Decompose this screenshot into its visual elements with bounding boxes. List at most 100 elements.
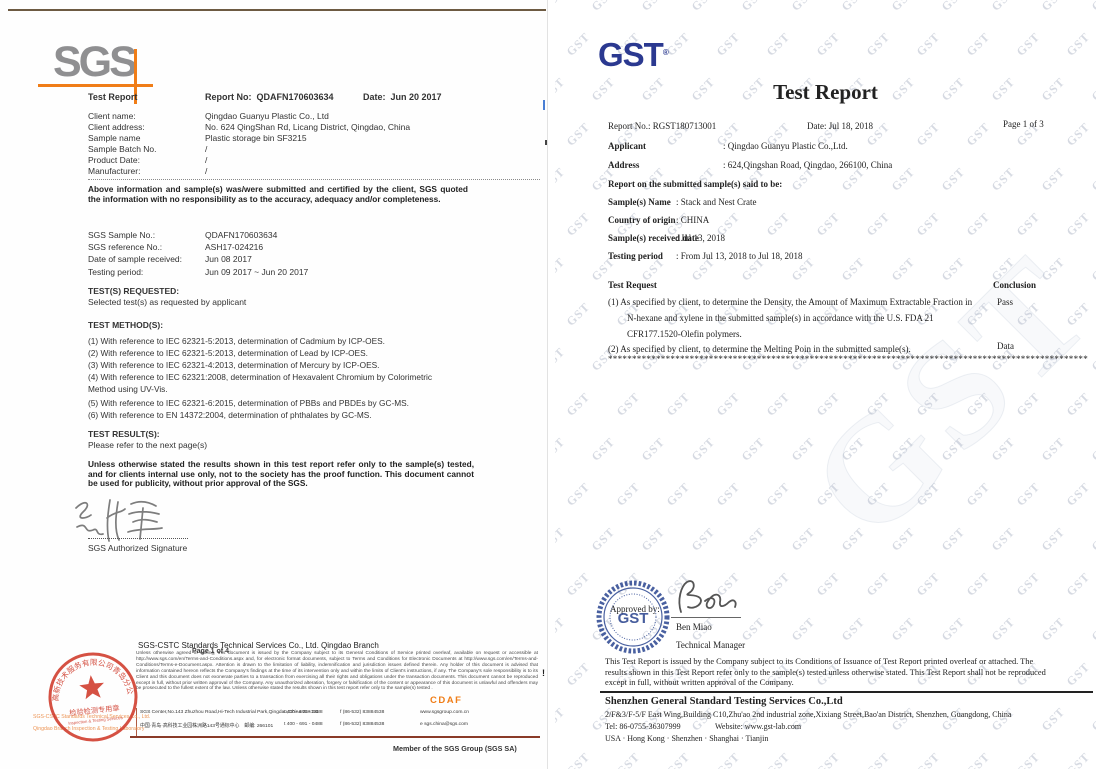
gst-logo: GST® xyxy=(598,38,669,71)
sample-row-label: Testing period xyxy=(608,251,663,261)
approved-by-label: Approved by: xyxy=(610,604,660,614)
request-line: N-hexane and xylene in the submitted sam… xyxy=(627,313,934,323)
sample-row-label: SGS Sample No.: xyxy=(88,230,156,240)
footer-phone: t 400 - 691 - 0488 xyxy=(284,710,323,715)
page-divider xyxy=(547,0,548,769)
gst-report-page: GST GST GST GST GST GST GST GST GST GST GST GST GST G… xyxy=(555,0,1096,769)
tests-requested-body: Selected test(s) as requested by applica… xyxy=(88,297,247,307)
sample-row-value: : Stack and Nest Crate xyxy=(676,197,757,207)
client-row-value: Plastic storage bin SF3215 xyxy=(205,133,307,143)
gst-large-watermark: GST xyxy=(778,222,1096,570)
signature-dotted-line xyxy=(88,538,188,539)
request-conclusion: Pass xyxy=(997,297,1014,307)
right-report-date: Date: Jul 18, 2018 xyxy=(807,121,873,131)
left-footer-terms: Unless otherwise agreed in writing, this… xyxy=(136,651,538,692)
test-method-heading: TEST METHOD(S): xyxy=(88,320,164,330)
right-footer-cities: USA · Hong Kong · Shenzhen · Shanghai · … xyxy=(605,734,769,743)
report-conditions: This Test Report is issued by the Compan… xyxy=(605,657,1046,688)
right-page-label: Page 1 of 3 xyxy=(1003,119,1044,129)
method-line: (6) With reference to EN 14372:2004, det… xyxy=(88,410,372,420)
footer-code: CDAF xyxy=(430,695,463,706)
method-line: (2) With reference to IEC 62321-5:2013, … xyxy=(88,348,368,358)
sample-row-label: Testing period: xyxy=(88,267,144,277)
right-footer-tel: Tel: 86-0755-36307999 xyxy=(605,722,681,731)
client-row-label: Sample Batch No. xyxy=(88,144,157,154)
left-date-value: Jun 20 2017 xyxy=(390,92,442,102)
client-row-label: Client address: xyxy=(88,122,145,132)
method-line: (5) With reference to IEC 62321-6:2015, … xyxy=(88,398,409,408)
client-row-value: / xyxy=(205,166,208,176)
sample-row-value: QDAFN170603634 xyxy=(205,230,278,240)
right-date-value: Jul 18, 2018 xyxy=(828,121,874,131)
test-result-body: Please refer to the next page(s) xyxy=(88,440,208,450)
method-line: (4) With reference to IEC 62321:2008, de… xyxy=(88,372,433,382)
sgs-report-page: SGS Test Report Report No: QDAFN17060363… xyxy=(8,9,547,753)
submission-note: Above information and sample(s) was/were… xyxy=(88,184,468,204)
sample-row-value: Jun 09 2017 ~ Jun 20 2017 xyxy=(205,267,309,277)
scan-edge-line xyxy=(8,9,546,11)
left-report-no-value: QDAFN170603634 xyxy=(256,92,334,102)
sample-row-label: Date of sample received: xyxy=(88,254,183,264)
client-row-value: Qingdao Guanyu Plastic Co., Ltd xyxy=(205,111,329,121)
right-report-title: Test Report xyxy=(773,80,878,104)
footer-address-cn: 中国·青岛·高科技工业园株洲路143号通标中心 邮编: 266101 xyxy=(140,724,274,729)
method-line: (3) With reference to IEC 62321-4:2013, … xyxy=(88,360,380,370)
left-report-title: Test Report xyxy=(88,92,138,102)
footer-fax-cn: f (86-532) 83884538 xyxy=(340,722,385,727)
sgs-signature xyxy=(75,499,163,542)
request-line: (1) As specified by client, to determine… xyxy=(608,297,973,307)
method-line: Method using UV-Vis. xyxy=(88,384,168,394)
right-footer-rule xyxy=(600,691,1093,693)
test-request-heading: Test Request xyxy=(608,280,657,290)
right-report-no-label: Report No.: xyxy=(608,121,651,131)
footer-email: e sgs.china@sgs.com xyxy=(420,722,468,727)
right-report-no-value: RGST180713001 xyxy=(652,121,717,131)
client-row-label: Manufacturer: xyxy=(88,166,141,176)
left-footer-company: SGS-CSTC Standards Technical Services Co… xyxy=(138,641,379,650)
signer-name: Ben Miao xyxy=(676,622,712,632)
footer-phone-cn: t 400 - 691 - 0488 xyxy=(284,722,323,727)
right-footer-website: Website: www.gst-lab.com xyxy=(715,722,802,731)
conclusion-heading: Conclusion xyxy=(993,280,1037,290)
client-row-label: Client name: xyxy=(88,111,136,121)
request-conclusion: Data xyxy=(997,341,1014,351)
footer-fax: f (86-532) 83884538 xyxy=(340,710,385,715)
client-row-value: / xyxy=(205,155,208,165)
footer-address-en: SGS Center,No.143 Zhuzhou Road,Hi-Tech I… xyxy=(140,710,319,715)
sample-row-label: Sample(s) Name xyxy=(608,197,671,207)
footer-rule xyxy=(130,736,540,738)
left-report-date: Date: Jun 20 2017 xyxy=(363,92,442,102)
tests-requested-heading: TEST(S) REQUESTED: xyxy=(88,286,180,296)
blue-stamp-text: GST xyxy=(618,610,649,627)
request-line: (2) As specified by client, to determine… xyxy=(608,344,911,354)
request-line: CFR177.1520-Olefin polymers. xyxy=(627,329,742,339)
info-row-value: : 624,Qingshan Road, Qingdao, 266100, Ch… xyxy=(723,160,893,170)
left-report-no-label: Report No: xyxy=(205,92,252,102)
gst-logo-text: GST xyxy=(598,36,664,73)
dotted-separator xyxy=(88,179,540,180)
client-row-label: Product Date: xyxy=(88,155,140,165)
sample-row-label: Country of origin xyxy=(608,215,676,225)
stamp-company-line1: SGS-CSTC Standards Technical Services Co… xyxy=(33,714,151,720)
red-stamp-subtitle: Inspection & Testing Services xyxy=(68,715,123,726)
address-divider-line xyxy=(136,708,137,736)
scan-artifact-dark xyxy=(545,140,547,145)
signature-underline xyxy=(671,617,741,618)
said-to-be-heading: Report on the submitted sample(s) said t… xyxy=(608,179,783,189)
sgs-red-stamp: 高新技术服务有限公司青岛分公司 检验检测专用章 Inspection & Tes… xyxy=(41,645,138,742)
sgs-logo-crossline xyxy=(134,49,137,104)
right-report-no: Report No.: RGST180713001 xyxy=(608,121,716,131)
client-row-label: Sample name xyxy=(88,133,141,143)
left-date-label: Date: xyxy=(363,92,386,102)
sample-row-value: Jun 08 2017 xyxy=(205,254,252,264)
method-line: (1) With reference to IEC 62321-5:2013, … xyxy=(88,336,385,346)
page-number-overlay: Page 1 of 4 xyxy=(192,648,229,655)
info-row-value: : Qingdao Guanyu Plastic Co.,Ltd. xyxy=(723,141,848,151)
sample-row-label: SGS reference No.: xyxy=(88,242,163,252)
test-result-heading: TEST RESULT(S): xyxy=(88,429,160,439)
sample-row-label: Sample(s) received date xyxy=(608,233,699,243)
client-row-value: / xyxy=(205,144,208,154)
member-line: Member of the SGS Group (SGS SA) xyxy=(393,744,517,753)
asterisk-separator: ****************************************… xyxy=(608,354,1088,364)
